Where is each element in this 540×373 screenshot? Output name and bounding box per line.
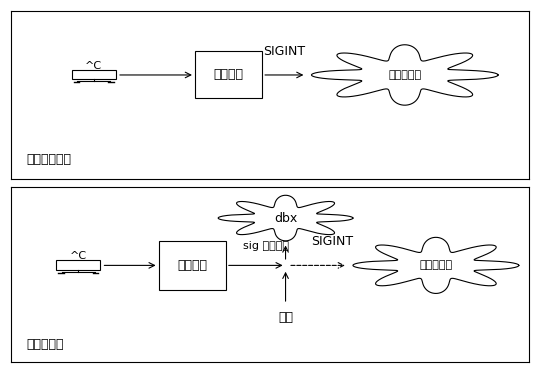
Text: プログラム: プログラム	[388, 70, 421, 80]
Polygon shape	[353, 237, 519, 294]
FancyBboxPatch shape	[72, 69, 116, 79]
Text: プログラム: プログラム	[420, 260, 453, 270]
Text: 通常のケース: 通常のケース	[26, 153, 71, 166]
FancyBboxPatch shape	[56, 260, 100, 270]
Text: カーネル: カーネル	[213, 69, 244, 81]
Text: sig イベント: sig イベント	[243, 241, 289, 251]
Text: カーネル: カーネル	[177, 259, 207, 272]
Text: SIGINT: SIGINT	[263, 45, 305, 58]
Polygon shape	[218, 195, 353, 241]
FancyBboxPatch shape	[159, 241, 226, 290]
FancyBboxPatch shape	[195, 51, 262, 98]
Text: 阴止: 阴止	[278, 311, 293, 324]
Text: SIGINT: SIGINT	[311, 235, 353, 248]
Text: デバッグ中: デバッグ中	[26, 338, 64, 351]
Text: ^C: ^C	[70, 251, 87, 261]
Text: ^C: ^C	[85, 61, 102, 71]
Text: dbx: dbx	[274, 211, 297, 225]
Polygon shape	[312, 45, 498, 105]
